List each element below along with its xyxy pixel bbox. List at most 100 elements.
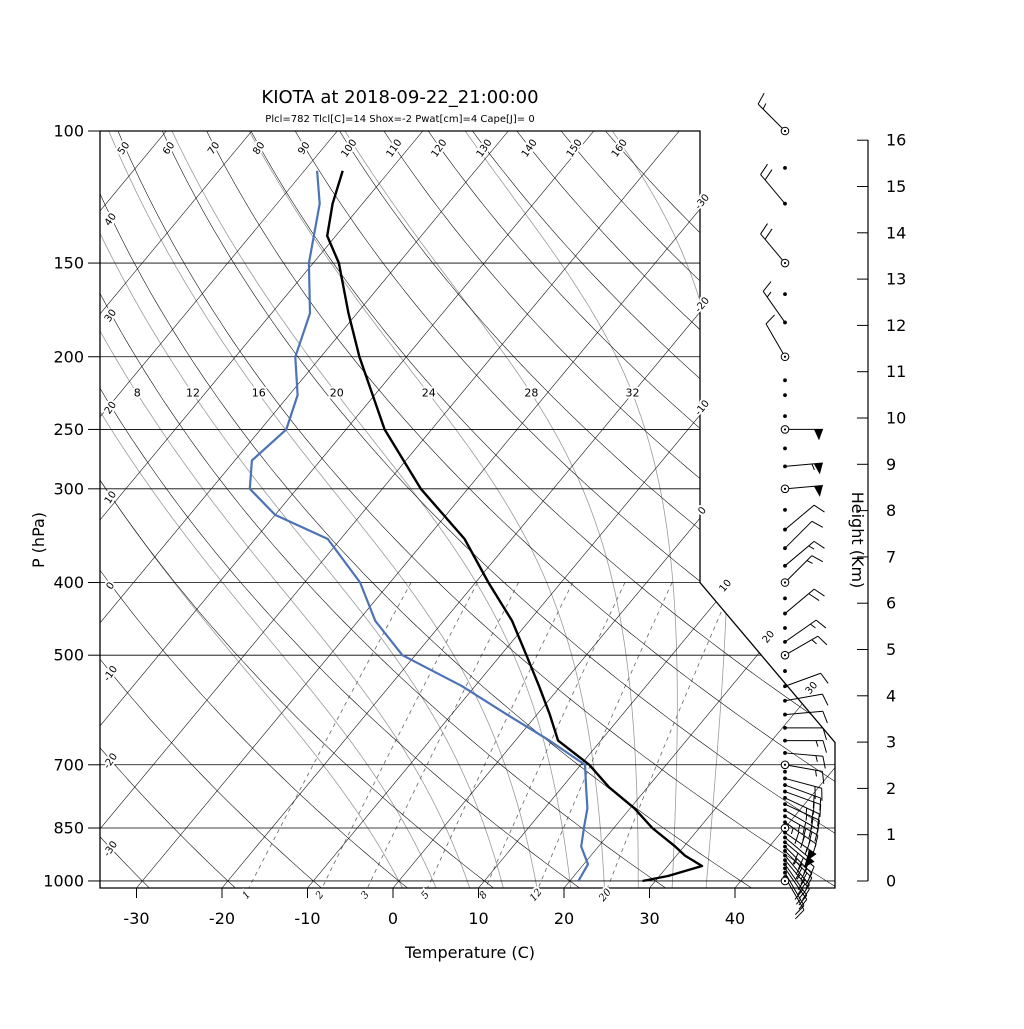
dry-adiabat-label: 80 [251,140,267,157]
level-dot [783,626,787,630]
level-dot [783,777,787,781]
isotherm-line [0,131,594,888]
level-dot [783,783,787,787]
pressure-tick-label: 700 [53,755,84,774]
height-tick-label: 16 [886,131,906,150]
level-dot [783,770,787,774]
dry-adiabat-label: 10 [103,489,119,506]
chart-title: KIOTA at 2018-09-22_21:00:00 [261,87,538,108]
level-dot [783,684,787,688]
wind-barb-staff [785,589,814,613]
moist-adiabat-label: 16 [252,387,266,400]
temperature-tick-label: 30 [639,909,659,928]
isotherm-line [564,131,1024,888]
wind-barb-full [812,556,823,562]
wind-barb-full [814,505,824,512]
dry-adiabat-line [340,131,1024,888]
isotherm-line [0,131,81,888]
pressure-tick-label: 250 [53,420,84,439]
wind-barb-full [818,636,827,645]
level-dot [783,840,787,844]
wind-barb-full [814,541,824,548]
wind-barb-full [763,282,771,292]
dry-adiabat-line [0,131,149,888]
dry-adiabat-line [428,131,1024,888]
height-tick-label: 7 [886,547,896,566]
level-dot [783,739,787,743]
isotherm-label: -20 [693,295,712,315]
level-dot [783,640,787,644]
wind-barb-half [806,808,807,814]
isotherm-line [393,131,1021,888]
sounding-profiles [250,171,702,881]
moist-adiabat-line [612,131,728,888]
wind-barb-staff [761,175,785,204]
height-axis-label: Height (Km) [848,492,867,589]
height-tick-label: 10 [886,409,906,428]
level-dot [783,564,787,568]
isotherm-line [0,131,337,888]
pressure-tick-label: 400 [53,573,84,592]
mandatory-level-dot [784,764,786,766]
height-tick-label: 1 [886,825,896,844]
mandatory-level-dot [784,880,786,882]
wind-barb-staff [785,505,814,529]
pressure-tick-label: 100 [53,122,84,141]
level-dot [783,699,787,703]
isotherm-line [0,131,508,888]
isotherm-label: 10 [717,578,734,595]
dry-adiabat-line [0,131,580,888]
height-tick-label: 12 [886,316,906,335]
dry-adiabat-line [74,131,752,888]
temperature-tick-label: -20 [209,909,235,928]
isotherm-line [137,131,765,888]
wind-barb-half [812,464,815,470]
wind-barb-full [809,594,819,601]
isotherm-label: 20 [761,629,778,646]
temperature-tick-label: 0 [388,909,398,928]
wind-barb-column [758,93,828,919]
mandatory-level-dot [784,262,786,264]
wind-barb-full [814,589,824,596]
mixing-ratio-line [428,583,573,888]
background-grid [0,131,1024,888]
wind-barb-full [766,315,775,324]
dry-adiabat-line [0,131,493,888]
level-dot [783,464,787,468]
isotherm-line [308,131,936,888]
isotherm-label: 0 [696,505,709,517]
wind-barb-full [765,170,772,180]
wind-barb-full [765,229,772,239]
level-dot [783,447,787,451]
wind-barb-staff [761,234,785,263]
temperature-tick-label: -10 [294,909,320,928]
height-tick-label: 11 [886,362,906,381]
isotherm-line [0,131,166,888]
wind-barb-full [822,694,828,705]
level-dot [783,713,787,717]
wind-barb-half [816,770,817,776]
level-dot [783,796,787,800]
mixing-ratio-label: 5 [419,889,432,901]
height-tick-label: 15 [886,177,906,196]
level-dot [783,751,787,755]
temperature-tick-label: 10 [468,909,488,928]
moist-adiabat-line [12,131,470,888]
level-dot [783,871,787,875]
wind-barb-flag [814,429,823,440]
mixing-ratio-label: 8 [478,889,491,901]
mandatory-level-dot [784,130,786,132]
dry-adiabat-label: 160 [610,138,630,160]
height-tick-label: 3 [886,733,896,752]
wind-barb-full [758,93,764,104]
moist-adiabat-label: 12 [186,387,200,400]
height-tick-label: 5 [886,640,896,659]
level-dot [783,612,787,616]
pressure-tick-label: 300 [53,479,84,498]
dry-adiabat-line [118,131,838,888]
level-dot [783,597,787,601]
wind-barb-half [812,640,817,644]
pressure-tick-label: 150 [53,254,84,273]
level-dot [783,866,787,870]
